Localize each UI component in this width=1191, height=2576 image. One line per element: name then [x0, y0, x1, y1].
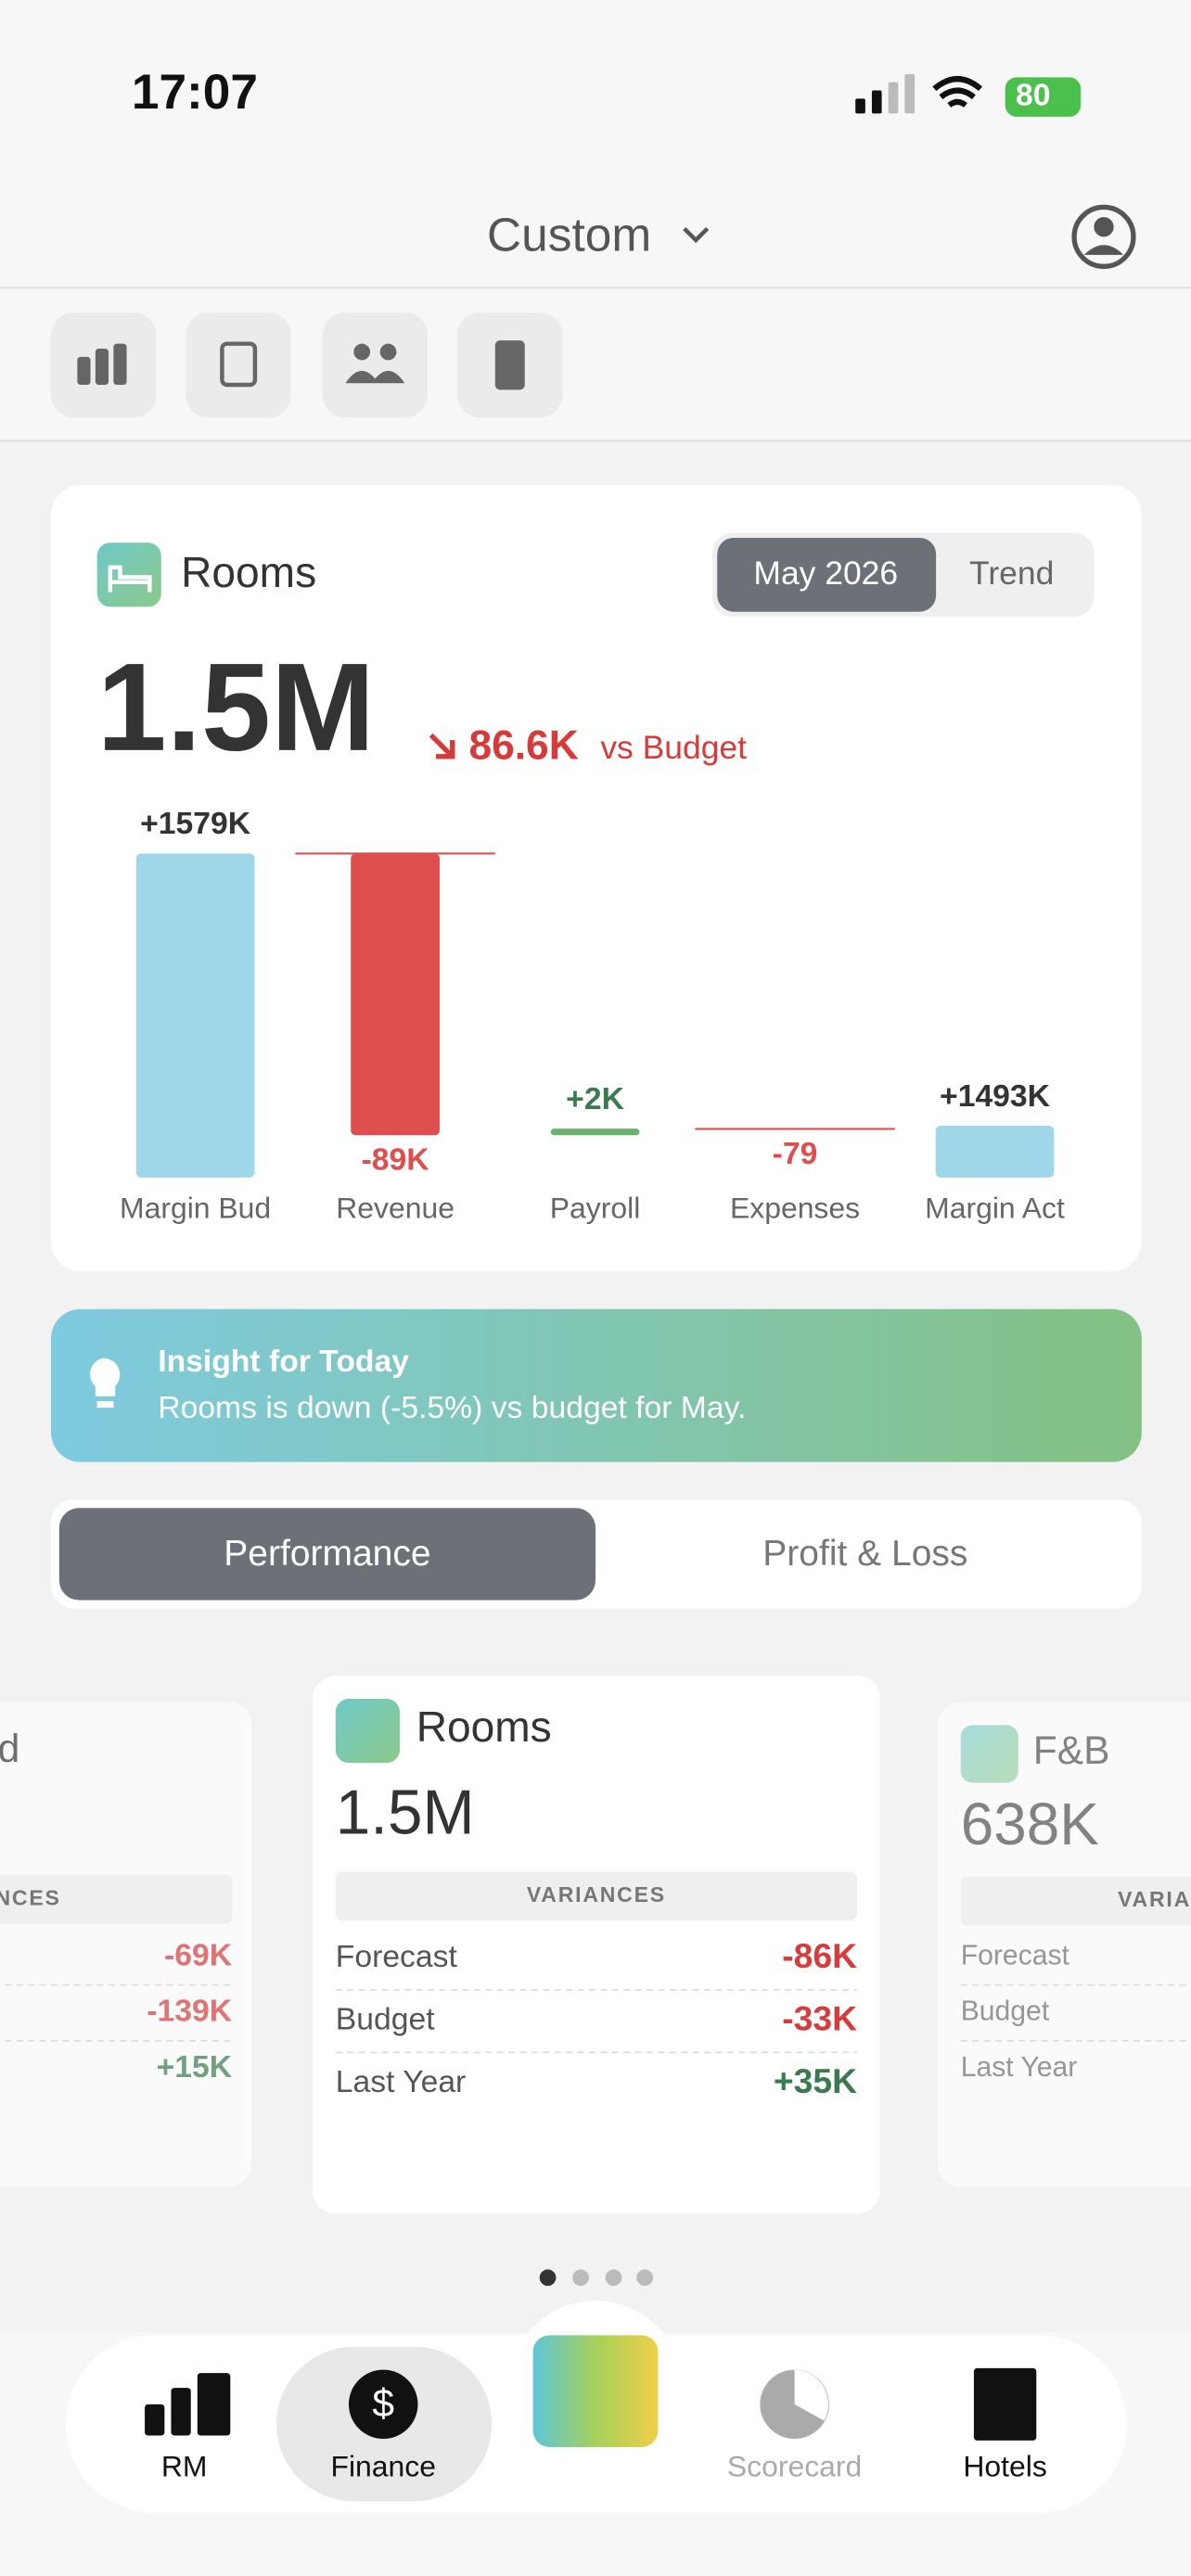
row-value: -69K: [164, 1938, 233, 1972]
rooms-icon: [335, 1699, 400, 1764]
section-bg: [0, 1874, 233, 1924]
bulb-base: [96, 1401, 114, 1409]
bar: [550, 1129, 640, 1136]
section-label: VARIA: [1118, 1887, 1191, 1911]
x-tick-label: Expenses: [730, 1192, 860, 1225]
logo: [532, 2335, 659, 2447]
nav-label: Hotels: [963, 2449, 1046, 2482]
data-label: +1493K: [940, 1079, 1051, 1114]
summary-card: [50, 485, 1142, 1271]
row-value: +15K: [157, 2050, 233, 2085]
pie-slice: [794, 2369, 829, 2421]
row-label: Budget: [336, 2003, 435, 2037]
insight-banner: [50, 1308, 1142, 1462]
rooms-icon: [96, 542, 161, 607]
toolbar[interactable]: [50, 312, 563, 418]
delta-note: vs Budget: [600, 729, 747, 766]
nav-label: Scorecard: [727, 2449, 862, 2482]
segment[interactable]: Profit & Loss: [762, 1534, 967, 1574]
x-tick-label: Margin Act: [925, 1192, 1065, 1225]
section-bg: [335, 1871, 857, 1921]
x-tick-label: Margin Bud: [120, 1192, 271, 1225]
card-value: 1.5M: [336, 1779, 475, 1848]
segment-active[interactable]: [58, 1508, 596, 1600]
insight-title: Insight for Today: [158, 1345, 409, 1379]
dollar: $: [372, 2381, 394, 2426]
insight-text: Rooms is down (-5.5%) vs budget for May.: [158, 1391, 746, 1425]
data-label: +2K: [566, 1082, 624, 1116]
card[interactable]: [312, 1676, 880, 2214]
card-title: d: [0, 1727, 19, 1771]
card-title: Rooms: [416, 1702, 552, 1751]
down-arrow: [429, 733, 455, 759]
fb-icon: [960, 1725, 1018, 1783]
big-value: 1.5M: [97, 637, 376, 777]
card[interactable]: [937, 1702, 1191, 2187]
waterfall-chart: Margin Bud +1579K Revenue -89K Payroll +2K Exp…: [120, 807, 1065, 1225]
delta: 86.6K: [468, 723, 578, 769]
profile-body: [1083, 245, 1124, 255]
row-value: +35K: [774, 2061, 857, 2100]
page-dots: [539, 2269, 654, 2287]
section-label: NCES: [0, 1885, 61, 1909]
bar: [351, 853, 440, 1136]
nav: RM Finance Scorecard Hotels: [161, 2449, 1047, 2482]
data-label: -89K: [362, 1143, 430, 1178]
time: 17:07: [132, 65, 258, 120]
segment[interactable]: Performance: [224, 1534, 430, 1574]
tab-active[interactable]: [717, 537, 937, 612]
profile[interactable]: [1071, 204, 1136, 269]
x-tick-label: Revenue: [336, 1192, 455, 1225]
row-label: Forecast: [336, 1940, 458, 1974]
bed-icon: [108, 565, 152, 593]
tab[interactable]: May 2026: [753, 555, 898, 592]
finance-icon: [348, 2369, 418, 2440]
carousel: d NCES -69K -139K +15K Rooms 1.5M VARIANCES Fore…: [0, 1676, 1191, 2214]
rm-icon: [145, 2373, 231, 2436]
toolbar-icons: [77, 340, 525, 390]
card-title: Rooms: [181, 548, 316, 596]
bar: [935, 1126, 1055, 1178]
bulb: [90, 1358, 121, 1396]
card[interactable]: [0, 1702, 252, 2187]
section-label: VARIANCES: [527, 1882, 666, 1906]
bar: [135, 853, 255, 1178]
x-tick-label: Payroll: [550, 1192, 641, 1225]
profile-head: [1094, 217, 1114, 237]
card-value: 638K: [961, 1791, 1099, 1857]
battery: [1005, 77, 1082, 117]
row-value: -139K: [147, 1995, 232, 2029]
nav-label: RM: [161, 2449, 208, 2482]
signal: [855, 73, 916, 114]
chevron: [683, 226, 710, 244]
row-label: Budget: [961, 1996, 1050, 2027]
battery-level: 80: [1016, 79, 1050, 113]
hotels-icon: [973, 2367, 1037, 2441]
wifi: [932, 76, 983, 108]
row-label: Last Year: [336, 2065, 466, 2099]
row-value: -33K: [782, 1998, 857, 2037]
tab[interactable]: Trend: [969, 555, 1054, 592]
row-value: -86K: [782, 1936, 857, 1975]
data-label: +1579K: [140, 807, 251, 841]
row-label: Forecast: [961, 1940, 1070, 1970]
header-title[interactable]: Custom: [487, 208, 651, 261]
card-title: F&B: [1033, 1728, 1110, 1773]
data-label: -79: [773, 1137, 818, 1171]
row-label: Last Year: [961, 2052, 1078, 2083]
section-bg: [960, 1876, 1191, 1926]
nav-label: Finance: [330, 2449, 436, 2482]
